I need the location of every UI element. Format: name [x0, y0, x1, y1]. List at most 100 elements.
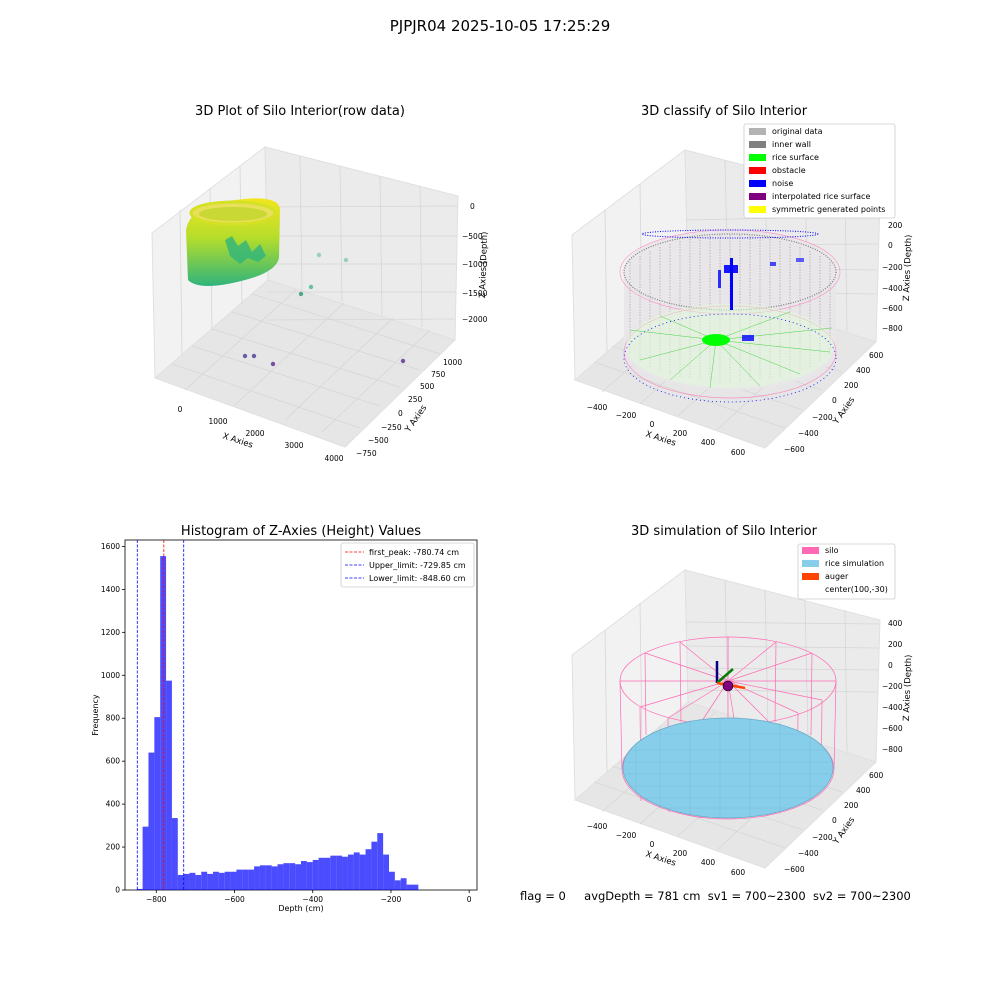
- legend-swatch-interpolated-rice-surface: [749, 193, 766, 200]
- panel-classify-3d: original data inner wall rice surface ob…: [571, 123, 914, 457]
- raw-point-cloud: [186, 198, 280, 286]
- auger-axis-y: [716, 668, 734, 684]
- legend-swatch-inner-wall: [749, 141, 766, 148]
- raw-z-ticks: −2000 −1500 −1000 −500 0: [462, 202, 488, 324]
- panel-histogram: −800 −600 −400 −200 0 0 200 400 600 800 1000 1200 1…: [91, 539, 478, 913]
- histogram-bar: [189, 872, 196, 890]
- histogram-y-tick-label: 200: [106, 843, 121, 852]
- simulation-y-tick: 0: [832, 816, 837, 825]
- legend-label-silo: silo: [825, 546, 839, 555]
- classify-z-tick: −800: [882, 324, 903, 333]
- histogram-bar: [154, 717, 161, 890]
- histogram-bar: [359, 854, 366, 890]
- histogram-y-tick-label: 1400: [101, 585, 120, 594]
- histogram-legend-box: [340, 542, 475, 588]
- histogram-bar: [265, 865, 272, 890]
- histogram-bar: [195, 874, 202, 890]
- classify-x-tick: −200: [616, 411, 637, 420]
- raw-y-ticks: −750 −500 −250 0 250 500 750 1000: [356, 358, 462, 458]
- histogram-bar: [353, 852, 360, 890]
- histogram-y-tick-label: 1000: [101, 671, 120, 680]
- classify-noise-cluster: [718, 258, 804, 341]
- histogram-x-label: Depth (cm): [278, 904, 323, 913]
- histogram-bar: [336, 855, 343, 890]
- simulation-x-tick: 200: [673, 849, 688, 858]
- legend-label-lower-limit: Lower_limit: -848.60 cm: [369, 574, 466, 583]
- legend-label-symmetric-generated-points: symmetric generated points: [772, 205, 885, 214]
- histogram-bar: [283, 863, 290, 890]
- classify-y-tick: 200: [844, 381, 859, 390]
- raw-z-tick: 0: [470, 202, 475, 211]
- figure-title: PJPJR04 2025-10-05 17:25:29: [389, 17, 611, 35]
- simulation-z-tick: 400: [888, 619, 903, 628]
- classify-y-ticks: −600 −400 −200 0 200 400 600: [784, 351, 884, 454]
- classify-rice-surface-center: [702, 334, 730, 346]
- raw-x-tick: 2000: [245, 429, 264, 438]
- classify-y-tick: −400: [798, 429, 819, 438]
- histogram-bar: [324, 857, 331, 890]
- simulation-y-tick: 400: [856, 786, 871, 795]
- raw-z-tick: −500: [462, 232, 483, 241]
- classify-z-tick: 200: [888, 221, 903, 230]
- simulation-z-tick: −200: [882, 682, 903, 691]
- histogram-bar: [254, 866, 260, 890]
- classify-y-tick: −600: [784, 445, 805, 454]
- raw-y-tick: −500: [368, 436, 389, 445]
- simulation-z-tick: −400: [882, 703, 903, 712]
- classify-rice-surface-fill: [626, 304, 834, 388]
- histogram-bar: [371, 841, 378, 890]
- histogram-y-tick-label: 0: [115, 886, 120, 895]
- footer-sv1: sv1 = 700~2300: [707, 889, 806, 903]
- raw-outlier-point: [298, 291, 304, 297]
- raw-z-tick: −1500: [462, 289, 488, 298]
- panel-title-histogram: Histogram of Z-Axies (Height) Values: [180, 524, 422, 539]
- histogram-bar: [171, 818, 178, 890]
- classify-z-tick: −200: [882, 263, 903, 272]
- classify-noise-bottom: [623, 313, 837, 403]
- legend-swatch-silo: [802, 547, 819, 554]
- histogram-bar: [136, 888, 143, 890]
- legend-label-noise: noise: [772, 179, 793, 188]
- simulation-y-tick: 600: [869, 771, 884, 780]
- histogram-y-tick-label: 800: [106, 714, 121, 723]
- histogram-bar: [224, 871, 231, 890]
- histogram-bar: [377, 833, 384, 890]
- histogram-bar: [365, 849, 372, 890]
- histogram-y-label: Frequency: [91, 694, 100, 736]
- raw-outlier-point: [316, 252, 322, 258]
- raw-y-tick: −250: [381, 423, 402, 432]
- raw-x-tick: 1000: [208, 417, 227, 426]
- classify-noise-top: [641, 229, 819, 239]
- simulation-y-tick: 200: [844, 801, 859, 810]
- histogram-legend: first_peak: -780.74 cm Upper_limit: -729…: [340, 542, 475, 588]
- classify-z-tick: −400: [882, 284, 903, 293]
- raw-outlier-point: [242, 353, 248, 359]
- simulation-y-tick: −600: [784, 865, 805, 874]
- classify-y-tick: 600: [869, 351, 884, 360]
- raw-outlier-points: [242, 252, 406, 367]
- histogram-x-tick-label: 0: [467, 895, 472, 904]
- histogram-y-tick-label: 1600: [101, 542, 120, 551]
- raw-y-tick: 500: [420, 382, 435, 391]
- histogram-bar: [318, 857, 325, 890]
- histogram-bar: [148, 752, 155, 890]
- histogram-bar: [207, 873, 213, 890]
- simulation-x-ticks: −400 −200 0 200 400 600: [587, 822, 746, 877]
- histogram-bar: [213, 871, 219, 890]
- histogram-bar: [412, 884, 419, 890]
- legend-swatch-symmetric-generated-points: [749, 206, 766, 213]
- legend-swatch-original-data: [749, 128, 766, 135]
- simulation-z-tick: −600: [882, 724, 903, 733]
- histogram-bar: [342, 856, 348, 890]
- raw-y-tick: 1000: [443, 358, 462, 367]
- raw-gridlines: [171, 155, 459, 433]
- simulation-x-tick: −400: [587, 822, 608, 831]
- histogram-x-tick-label: −400: [302, 895, 323, 904]
- legend-swatch-obstacle: [749, 167, 766, 174]
- histogram-bar: [236, 869, 243, 890]
- histogram-bar: [394, 880, 401, 890]
- raw-y-tick: 0: [398, 409, 403, 418]
- histogram-bar: [142, 826, 149, 890]
- simulation-x-tick: 400: [701, 858, 716, 867]
- simulation-z-tick: −800: [882, 745, 903, 754]
